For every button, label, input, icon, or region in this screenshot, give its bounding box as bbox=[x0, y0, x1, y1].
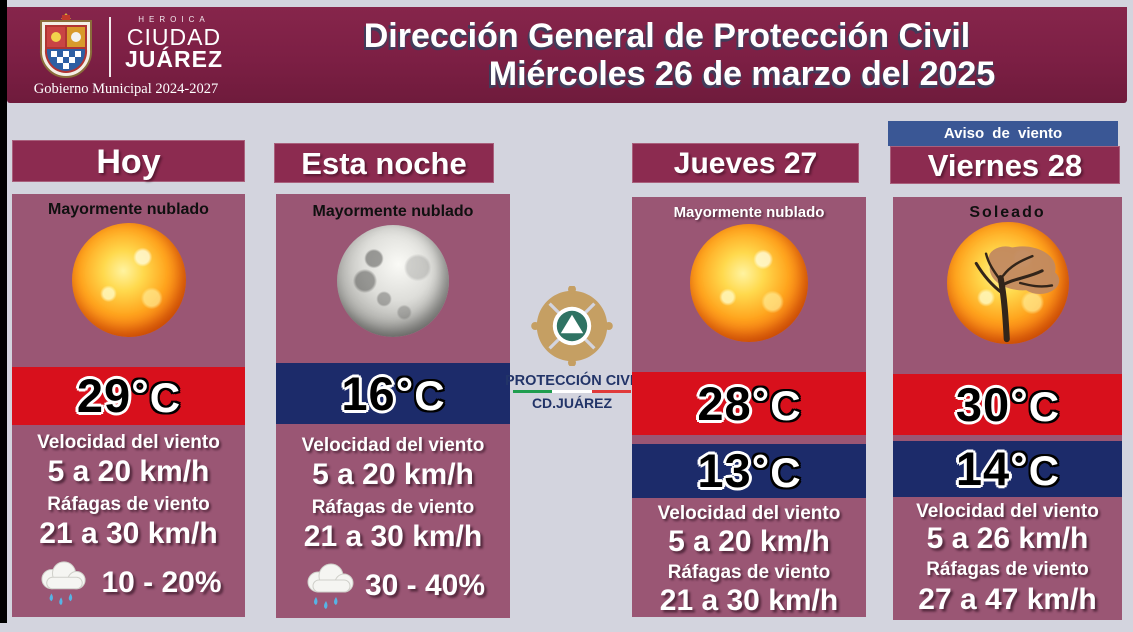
degree-symbol: ° bbox=[1010, 380, 1028, 429]
degree-symbol: ° bbox=[1010, 444, 1028, 493]
wind-gust-value: 21 a 30 km/h bbox=[303, 520, 483, 553]
wind-speed-label: Velocidad del viento bbox=[301, 435, 485, 456]
condition-label: Soleado bbox=[969, 204, 1046, 221]
wind-gust-value: 21 a 30 km/h bbox=[659, 584, 839, 617]
brand-heroica: HEROICA bbox=[138, 15, 210, 24]
wind-gust-label: Ráfagas de viento bbox=[926, 559, 1089, 580]
day-title-esta-noche: Esta noche bbox=[274, 143, 494, 183]
condition-label: Mayormente nublado bbox=[312, 203, 474, 220]
rain-cloud-icon bbox=[41, 561, 87, 606]
precip-value: 10 - 20% bbox=[101, 566, 222, 599]
high-temp-bar: 28°C bbox=[632, 372, 866, 435]
wind-alert-banner: Aviso de viento bbox=[888, 121, 1118, 146]
header-titles: Dirección General de Protección Civil Mi… bbox=[207, 17, 1127, 93]
temp-unit: C bbox=[1028, 447, 1060, 494]
brand-gobierno: Gobierno Municipal 2024-2027 bbox=[33, 81, 219, 97]
tree-icon bbox=[974, 246, 1060, 343]
wind-speed-label: Velocidad del viento bbox=[37, 432, 220, 453]
temp-unit: C bbox=[770, 449, 801, 496]
temp-value: 30 bbox=[955, 378, 1011, 431]
day-title-viernes: Viernes 28 bbox=[890, 146, 1120, 184]
wind-speed-value: 5 a 20 km/h bbox=[47, 455, 210, 488]
brand-divider bbox=[109, 17, 111, 77]
high-temp-bar: 29°C bbox=[12, 367, 245, 425]
temp-value: 14 bbox=[955, 442, 1011, 495]
brand-ciudad: CIUDAD bbox=[126, 24, 222, 50]
temp-unit: C bbox=[149, 374, 181, 421]
degree-symbol: ° bbox=[131, 371, 149, 420]
sun-icon bbox=[72, 223, 186, 337]
precip-value: 30 - 40% bbox=[364, 569, 486, 602]
day-title-jueves: Jueves 27 bbox=[632, 143, 859, 183]
degree-symbol: ° bbox=[751, 446, 770, 495]
moon-icon bbox=[337, 225, 449, 337]
brand-text: HEROICA CIUDAD JUÁREZ bbox=[119, 15, 229, 71]
temp-unit: C bbox=[414, 372, 445, 419]
brand-juarez: JUÁREZ bbox=[124, 46, 223, 72]
city-brand: HEROICA CIUDAD JUÁREZ Gobierno Municipal… bbox=[21, 9, 231, 101]
pc-logo-subtitle: CD.JUÁREZ bbox=[531, 395, 613, 411]
wind-gust-value: 21 a 30 km/h bbox=[39, 517, 218, 550]
temp-unit: C bbox=[770, 382, 801, 429]
high-temp-bar: 30°C bbox=[893, 374, 1122, 435]
temp-value: 16 bbox=[341, 367, 396, 420]
wind-speed-value: 5 a 20 km/h bbox=[312, 458, 474, 491]
proteccion-civil-logo: PROTECCIÓN CIVIL CD.JUÁREZ bbox=[505, 285, 643, 411]
forecast-card-viernes: Soleado 30°C 1 bbox=[893, 197, 1122, 620]
wind-speed-value: 5 a 20 km/h bbox=[668, 525, 830, 558]
left-border-bar bbox=[0, 0, 7, 623]
coat-of-arms-icon bbox=[39, 13, 93, 79]
condition-label: Mayormente nublado bbox=[673, 204, 825, 221]
precip-row: 30 - 40% bbox=[276, 560, 510, 612]
header-title-line1: Dirección General de Protección Civil bbox=[363, 17, 971, 55]
header-title-line2: Miércoles 26 de marzo del 2025 bbox=[488, 55, 996, 93]
day-title-hoy: Hoy bbox=[12, 140, 245, 182]
precip-row: 10 - 20% bbox=[12, 557, 245, 609]
pc-emblem-icon bbox=[531, 285, 613, 367]
wind-speed-label: Velocidad del viento bbox=[916, 501, 1099, 522]
header-banner: HEROICA CIUDAD JUÁREZ Gobierno Municipal… bbox=[7, 7, 1127, 103]
wind-gust-label: Ráfagas de viento bbox=[311, 497, 475, 518]
forecast-card-esta-noche: Mayormente nublado 16°C Velocidad del vi… bbox=[276, 194, 510, 618]
pc-logo-title: PROTECCIÓN CIVIL bbox=[505, 373, 643, 389]
temp-value: 13 bbox=[697, 444, 752, 497]
condition-label: Mayormente nublado bbox=[48, 201, 209, 218]
wind-speed-label: Velocidad del viento bbox=[657, 503, 841, 524]
sun-windy-icon bbox=[947, 222, 1069, 344]
forecast-card-jueves: Mayormente nublado 28°C 13°C Velocidad d… bbox=[632, 197, 866, 617]
temp-unit: C bbox=[1028, 383, 1060, 430]
low-temp-bar: 13°C bbox=[632, 444, 866, 498]
sun-icon bbox=[690, 224, 808, 342]
temp-value: 29 bbox=[76, 369, 132, 422]
temp-value: 28 bbox=[697, 377, 752, 430]
degree-symbol: ° bbox=[751, 379, 770, 428]
flag-divider bbox=[513, 390, 631, 393]
rain-cloud-icon bbox=[307, 563, 354, 609]
degree-symbol: ° bbox=[395, 369, 414, 418]
wind-gust-label: Ráfagas de viento bbox=[47, 494, 210, 515]
low-temp-bar: 14°C bbox=[893, 441, 1122, 497]
wind-speed-value: 5 a 26 km/h bbox=[926, 522, 1089, 555]
low-temp-bar: 16°C bbox=[276, 363, 510, 424]
wind-gust-label: Ráfagas de viento bbox=[667, 562, 831, 583]
forecast-card-hoy: Mayormente nublado 29°C Velocidad del vi… bbox=[12, 194, 245, 617]
wind-gust-value: 27 a 47 km/h bbox=[918, 583, 1097, 616]
